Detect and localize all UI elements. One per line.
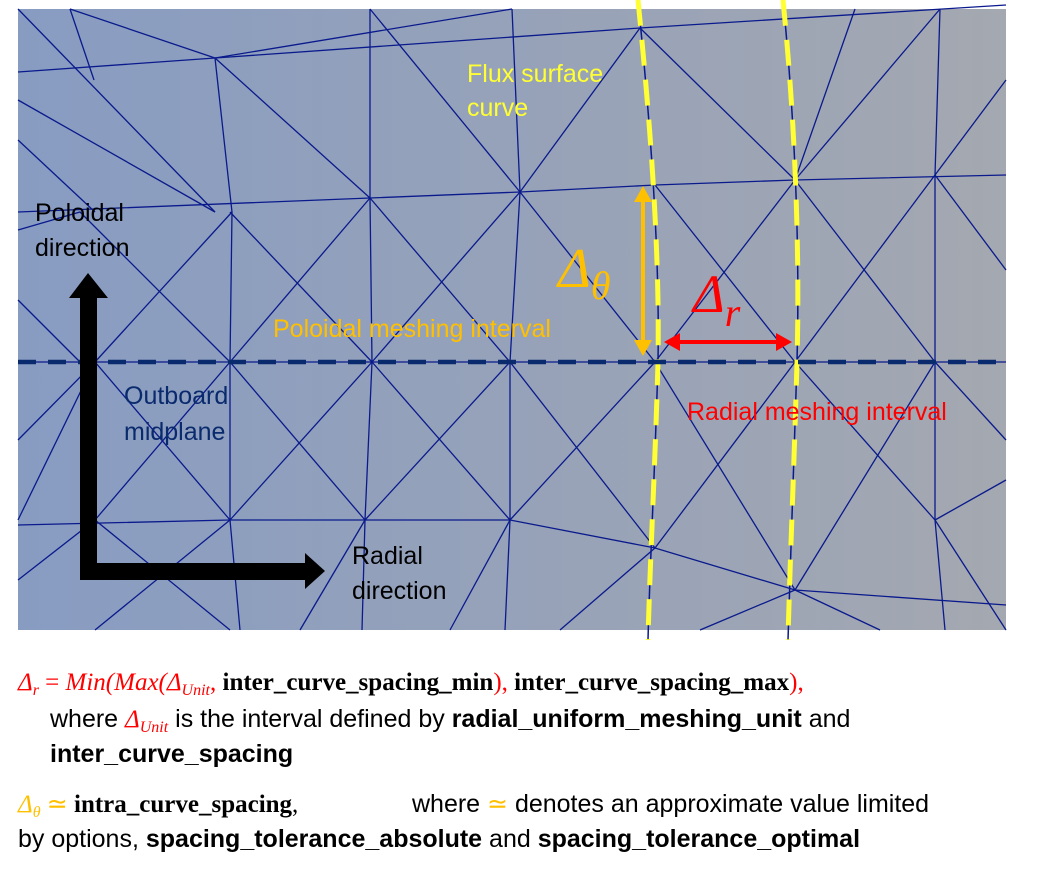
delta-r-label: Δr [691,264,741,335]
line2-text-a: where [50,705,126,733]
radial-meshing-interval-label: Radial meshing interval [687,398,947,426]
eq1-unit-sub: Unit [181,682,210,699]
equation-delta-r: Δr = Min(Max(ΔUnit, inter_curve_spacing_… [18,665,804,708]
mesh-diagram: Flux surface curve Poloidal direction Ou… [17,0,1007,641]
poloidal-interval-arrow [634,186,652,356]
eq2-approx2: ≃ [487,790,508,818]
poloidal-direction-label-1: Poloidal [35,199,124,227]
equation-line-2: where ΔUnit is the interval defined by r… [50,702,850,745]
equation-line-4-right: where ≃ denotes an approximate value lim… [412,787,929,821]
line2-text-b: is the interval defined by [168,705,452,733]
eq2-approx: ≃ [40,791,74,818]
eq1-eq-sign: = [38,669,66,696]
radial-interval-arrow [664,333,792,351]
flux-surface-label-2: curve [467,94,528,122]
eq1-close2: ), [789,669,804,696]
delta-theta-label: Δθ [556,238,611,308]
outboard-midplane-label-2: midplane [124,418,225,446]
poloidal-meshing-interval-label: Poloidal meshing interval [273,315,551,343]
eq2-sub: θ [32,804,41,821]
line2-unit-sub: Unit [139,719,169,736]
line5-text-a: by options, [18,825,146,853]
eq2-param: intra_curve_spacing [74,791,293,818]
delta-theta-symbol: Δ [556,238,591,300]
eq1-close1: ), [493,669,515,696]
eq1-param-max: inter_curve_spacing_max [514,669,790,696]
line5-text-b: and [482,825,538,853]
poloidal-direction-label-2: direction [35,234,130,262]
delta-r-subscript: r [725,290,741,335]
eq1-min-max: Min(Max(Δ [65,669,182,696]
delta-r-symbol: Δ [691,264,725,324]
flux-surface-label-1: Flux surface [467,60,603,88]
outboard-midplane-label-1: Outboard [124,382,228,410]
line2-delta: Δ [125,706,140,733]
radial-direction-label-2: direction [352,577,447,605]
eq2-comma: , [292,791,299,818]
flux-curve-right-base [782,0,799,641]
eq1-lhs-delta: Δ [18,669,33,696]
eq2-text-a: where [412,790,488,818]
delta-theta-subscript: θ [591,263,611,308]
equation-delta-theta: Δθ ≃ intra_curve_spacing, [18,787,298,830]
flux-curve-left-base [637,0,659,641]
line3-param: inter_curve_spacing [50,740,294,768]
line5-param1: spacing_tolerance_absolute [145,825,483,853]
axis-arrows [69,273,325,589]
eq1-comma: , [210,669,223,696]
line5-param2: spacing_tolerance_optimal [537,825,861,853]
eq2-delta: Δ [18,791,33,818]
line2-text-c: and [801,705,851,733]
equation-line-3: inter_curve_spacing [50,737,293,771]
equation-line-5: by options, spacing_tolerance_absolute a… [18,822,860,856]
eq1-param-min: inter_curve_spacing_min [222,669,494,696]
eq2-text-b: denotes an approximate value limited [508,790,930,818]
eq1-lhs-sub: r [32,682,39,699]
radial-direction-label-1: Radial [352,542,423,570]
line2-param: radial_uniform_meshing_unit [451,705,802,733]
